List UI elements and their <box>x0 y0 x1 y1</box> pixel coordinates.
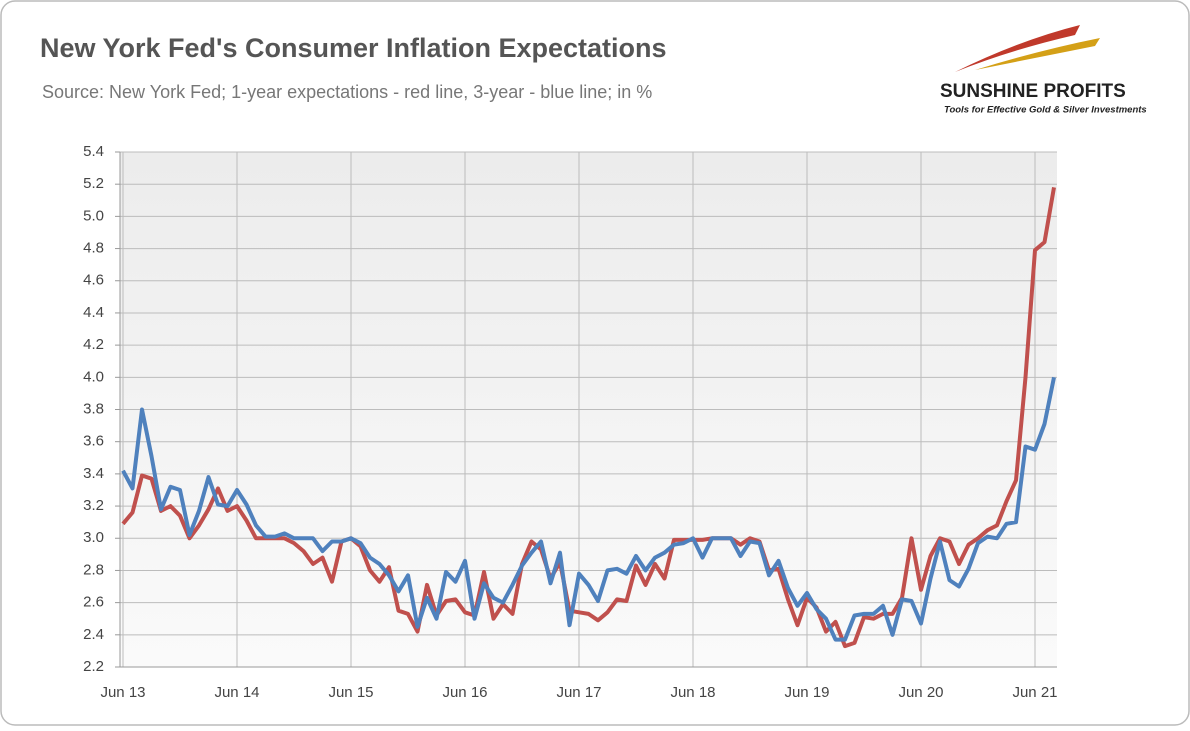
logo-name: SUNSHINE PROFITS <box>940 81 1126 102</box>
logo-swoosh <box>955 25 1080 72</box>
x-tick-label: Jun 14 <box>214 684 259 701</box>
y-tick-label: 2.4 <box>83 626 104 643</box>
y-tick-label: 5.2 <box>83 175 104 192</box>
y-tick-label: 2.8 <box>83 561 104 578</box>
y-tick-label: 2.6 <box>83 594 104 611</box>
y-tick-label: 3.2 <box>83 497 104 514</box>
y-tick-label: 3.6 <box>83 433 104 450</box>
x-tick-label: Jun 16 <box>442 684 487 701</box>
y-tick-label: 4.4 <box>83 304 104 321</box>
y-tick-label: 3.8 <box>83 400 104 417</box>
y-tick-label: 4.8 <box>83 240 104 257</box>
x-tick-label: Jun 19 <box>784 684 829 701</box>
chart-subtitle: Source: New York Fed; 1-year expectation… <box>42 82 652 102</box>
x-tick-label: Jun 20 <box>898 684 943 701</box>
y-tick-label: 2.2 <box>83 658 104 675</box>
x-tick-label: Jun 21 <box>1012 684 1057 701</box>
y-tick-label: 5.0 <box>83 207 104 224</box>
chart-title: New York Fed's Consumer Inflation Expect… <box>40 33 667 63</box>
y-tick-label: 3.4 <box>83 465 104 482</box>
x-tick-label: Jun 18 <box>670 684 715 701</box>
x-tick-label: Jun 15 <box>328 684 373 701</box>
y-tick-label: 3.0 <box>83 529 104 546</box>
logo-swoosh <box>975 38 1100 70</box>
y-tick-label: 4.6 <box>83 272 104 289</box>
logo: SUNSHINE PROFITS Tools for Effective Gol… <box>940 25 1147 116</box>
y-tick-label: 5.4 <box>83 143 104 160</box>
y-tick-label: 4.0 <box>83 368 104 385</box>
y-tick-label: 4.2 <box>83 336 104 353</box>
series-line <box>121 187 1056 649</box>
x-tick-label: Jun 17 <box>556 684 601 701</box>
logo-tagline: Tools for Effective Gold & Silver Invest… <box>944 105 1147 116</box>
x-tick-label: Jun 13 <box>100 684 145 701</box>
series-line <box>121 376 1056 642</box>
